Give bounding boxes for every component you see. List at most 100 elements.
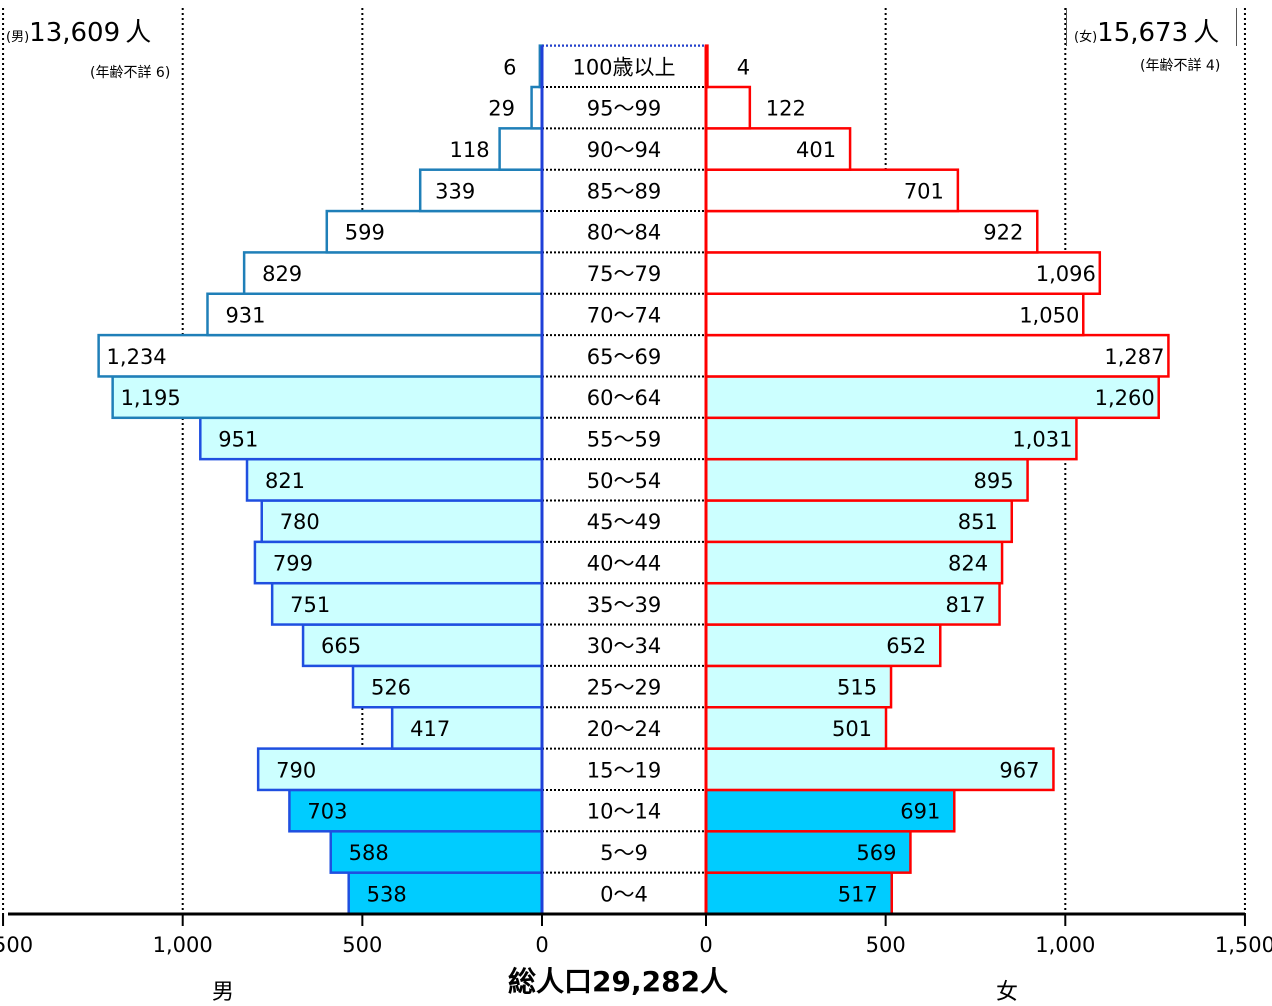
male-value-label-8: 799: [273, 552, 313, 576]
male-value-label-13: 1,234: [107, 345, 167, 369]
age-label-11: 55～59: [587, 427, 661, 451]
male-bar-0: [347, 871, 544, 916]
age-label-4: 20～24: [587, 717, 661, 741]
male-value-label-1: 588: [349, 841, 389, 865]
female-value-label-4: 501: [832, 717, 872, 741]
age-label-5: 25～29: [587, 676, 661, 700]
female-tick-label-3: 1,500: [1215, 933, 1272, 957]
female-value-label-14: 1,050: [1019, 303, 1079, 327]
age-label-1: 5～9: [600, 841, 648, 865]
female-value-label-9: 851: [958, 510, 998, 534]
female-value-label-16: 922: [983, 221, 1023, 245]
age-label-3: 15～19: [587, 758, 661, 782]
male-unit: 人: [125, 18, 152, 48]
male-value-label-16: 599: [345, 221, 385, 245]
female-bar-12: [704, 375, 1160, 420]
male-value-label-11: 951: [218, 427, 258, 451]
male-value-label-3: 790: [276, 758, 316, 782]
female-total-header: (女)15,673 人: [1074, 12, 1219, 49]
age-label-13: 65～69: [587, 345, 661, 369]
female-value-label-13: 1,287: [1104, 345, 1164, 369]
age-label-19: 95～99: [587, 97, 661, 121]
female-bar-9: [704, 499, 1014, 544]
male-value-label-20: 6: [503, 55, 516, 79]
male-value-label-10: 821: [265, 469, 305, 493]
female-tick-label-2: 1,000: [1035, 933, 1095, 957]
female-bar-7: [704, 581, 1001, 626]
female-value-label-5: 515: [837, 676, 877, 700]
male-bar-14: [206, 292, 544, 337]
female-bar-3: [704, 747, 1055, 792]
age-label-6: 30～34: [587, 634, 661, 658]
female-bar-13: [704, 333, 1170, 378]
male-tick-label-2: 500: [342, 933, 382, 957]
male-value-label-5: 526: [371, 676, 411, 700]
male-value-label-15: 829: [262, 262, 302, 286]
female-bar-8: [704, 540, 1004, 585]
female-bar-19: [704, 85, 752, 130]
age-label-12: 60～64: [587, 386, 661, 410]
male-value-label-14: 931: [225, 303, 265, 327]
female-value-label-1: 569: [856, 841, 896, 865]
age-label-10: 50～54: [587, 469, 661, 493]
female-value-label-8: 824: [948, 552, 988, 576]
female-value-label-20: 4: [737, 55, 750, 79]
male-bar-9: [260, 499, 544, 544]
female-unit: 人: [1193, 18, 1220, 48]
female-value-label-2: 691: [900, 800, 940, 824]
age-label-17: 85～89: [587, 179, 661, 203]
male-tick-label-1: 1,000: [153, 933, 213, 957]
male-value-label-6: 665: [321, 634, 361, 658]
male-unknown: (年齢不詳 6): [90, 65, 171, 81]
male-bar-18: [498, 127, 544, 171]
male-value-label-9: 780: [280, 510, 320, 534]
age-label-2: 10～14: [587, 800, 661, 824]
female-prefix: (女): [1074, 30, 1098, 45]
male-bar-10: [245, 457, 544, 502]
female-value-label-6: 652: [886, 634, 926, 658]
male-tick-label-0: 1,500: [0, 933, 33, 957]
male-prefix: (男): [6, 30, 30, 45]
male-value-label-18: 118: [450, 138, 490, 162]
female-bar-15: [704, 251, 1102, 295]
male-total: 13,609: [29, 18, 121, 48]
male-bar-5: [351, 664, 544, 709]
female-value-label-7: 817: [946, 593, 986, 617]
male-bar-19: [530, 85, 544, 130]
female-bar-14: [704, 292, 1085, 337]
age-label-14: 70～74: [587, 303, 661, 327]
female-value-label-18: 401: [796, 138, 836, 162]
age-label-7: 35～39: [587, 593, 661, 617]
age-label-18: 90～94: [587, 138, 661, 162]
female-bar-17: [704, 168, 960, 213]
female-tick-label-1: 500: [866, 933, 906, 957]
female-header-right-rule: [1236, 8, 1237, 46]
female-total: 15,673: [1097, 18, 1189, 48]
male-tick-label-3: 0: [535, 933, 548, 957]
female-value-label-11: 1,031: [1012, 427, 1072, 451]
female-tick-label-0: 0: [699, 933, 712, 957]
female-value-label-0: 517: [838, 882, 878, 906]
male-value-label-4: 417: [410, 717, 450, 741]
male-axis-label: 男: [212, 980, 235, 1005]
female-value-label-17: 701: [904, 179, 944, 203]
male-value-label-2: 703: [307, 800, 347, 824]
female-bar-11: [704, 416, 1078, 461]
female-value-label-10: 895: [974, 469, 1014, 493]
male-value-label-12: 1,195: [121, 386, 181, 410]
female-unknown: (年齢不詳 4): [1140, 58, 1221, 74]
female-axis-label: 女: [996, 980, 1019, 1005]
total-population: 総人口29,282人: [508, 965, 729, 998]
male-value-label-17: 339: [435, 179, 475, 203]
female-value-label-15: 1,096: [1036, 262, 1096, 286]
female-value-label-19: 122: [766, 97, 806, 121]
age-label-20: 100歳以上: [572, 55, 675, 79]
male-value-label-19: 29: [488, 97, 515, 121]
female-header-left-rule: [1066, 8, 1067, 46]
male-value-label-7: 751: [290, 593, 330, 617]
age-label-15: 75～79: [587, 262, 661, 286]
male-value-label-0: 538: [367, 882, 407, 906]
age-label-9: 45～49: [587, 510, 661, 534]
age-label-16: 80～84: [587, 221, 661, 245]
male-total-header: (男)13,609 人: [6, 12, 151, 49]
